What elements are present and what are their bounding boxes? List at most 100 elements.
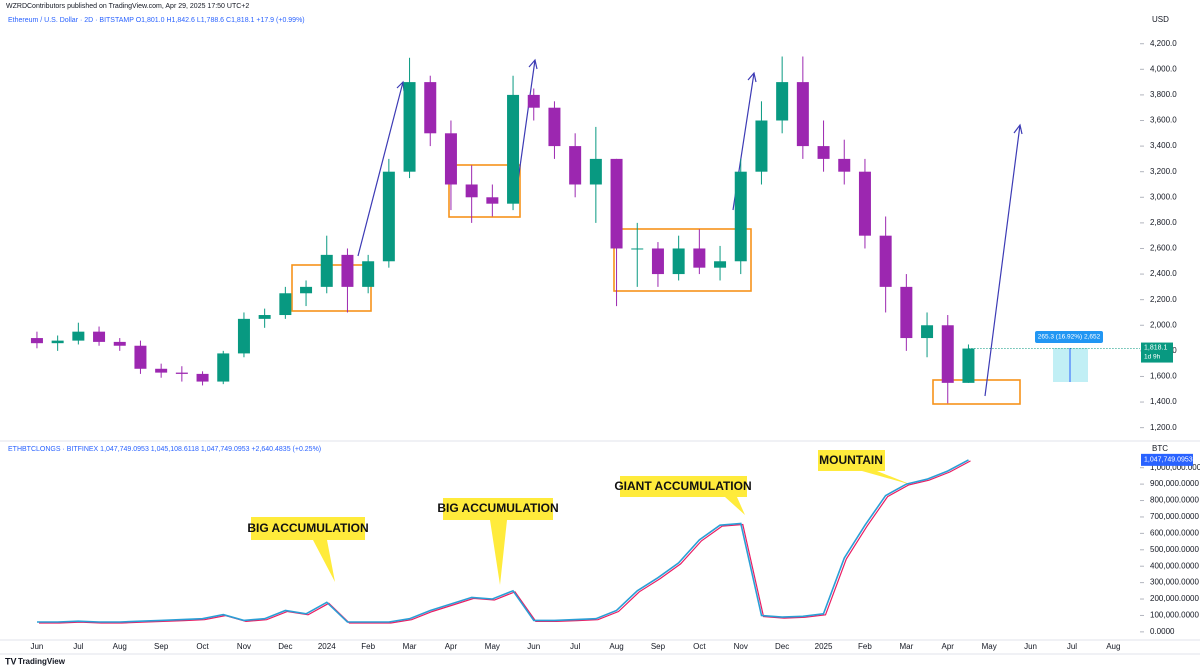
x-tick-label: Aug: [1106, 642, 1120, 651]
x-tick-label: Mar: [403, 642, 417, 651]
arrow: [357, 80, 405, 257]
candle-body: [465, 184, 478, 198]
y-tick-label: 300,000.0000: [1150, 578, 1199, 587]
x-tick-label: Jul: [1067, 642, 1077, 651]
y-tick-label: 1,600.0: [1150, 372, 1177, 381]
callouts: BIG ACCUMULATION BIG ACCUMULATION GIANT …: [247, 450, 912, 585]
callout: [443, 498, 553, 585]
x-tick-label: Sep: [651, 642, 666, 651]
candle-body: [134, 345, 147, 369]
x-tick-label: Jul: [570, 642, 580, 651]
callout: [818, 450, 912, 485]
x-tick-label: Feb: [858, 642, 872, 651]
candle-body: [237, 318, 250, 354]
candle-body: [320, 254, 333, 287]
candle-body: [962, 348, 975, 383]
candle-body: [879, 235, 892, 287]
y-tick-label: 0.0000: [1150, 627, 1175, 636]
candle-body: [444, 133, 457, 185]
box: [932, 379, 1021, 405]
candle-body: [175, 372, 188, 374]
x-tick-label: Apr: [445, 642, 458, 651]
y-tick-label: 2,800.0: [1150, 218, 1177, 227]
box: [448, 164, 521, 218]
candle-body: [113, 341, 126, 346]
box: [613, 228, 752, 292]
candle-body: [941, 325, 954, 383]
candle-body: [217, 353, 230, 382]
candle-body: [817, 146, 830, 159]
candle-body: [279, 293, 292, 316]
candle-body: [196, 373, 209, 382]
candle-body: [589, 158, 602, 185]
y-tick-label: 3,800.0: [1150, 90, 1177, 99]
y-tick-label: 600,000.0000: [1150, 528, 1199, 537]
price-badge: [1141, 453, 1193, 466]
candle-body: [900, 286, 913, 339]
x-tick-label: Apr: [942, 642, 955, 651]
y-tick-label: 1,200.0: [1150, 423, 1177, 432]
candle-body: [569, 146, 582, 185]
x-tick-label: Aug: [609, 642, 623, 651]
callout: [251, 517, 365, 582]
x-tick-label: May: [485, 642, 500, 651]
candle-body: [734, 171, 747, 262]
candle-body: [258, 315, 271, 319]
candle-body: [424, 82, 437, 134]
chart-title: Ethereum / U.S. Dollar · 2D · BITSTAMP O…: [8, 17, 305, 24]
candle-body: [548, 107, 561, 147]
candle-body: [403, 82, 416, 172]
candle-body: [631, 248, 644, 250]
publisher: WZRDContributors published on TradingVie…: [6, 3, 249, 10]
y-tick-label: 100,000.0000: [1150, 611, 1199, 620]
y-tick-label: 3,600.0: [1150, 116, 1177, 125]
annotation: BIG ACCUMULATION: [247, 521, 368, 535]
y-tick-label: 500,000.0000: [1150, 545, 1199, 554]
x-tick-label: Sep: [154, 642, 169, 651]
x-tick-label: Dec: [775, 642, 789, 651]
candle-body: [51, 340, 64, 344]
measure-badge: [1035, 331, 1103, 343]
candle-body: [527, 94, 540, 108]
x-tick-label: Oct: [196, 642, 209, 651]
candle-body: [714, 261, 727, 268]
candle-body: [755, 120, 768, 172]
candle-body: [362, 261, 375, 287]
x-tick-label: Jun: [30, 642, 43, 651]
y-tick-label: 2,600.0: [1150, 244, 1177, 253]
annotation: GIANT ACCUMULATION: [614, 479, 751, 493]
y-tick-label: 2,200.0: [1150, 295, 1177, 304]
y-tick-label: 800,000.0000: [1150, 496, 1199, 505]
candle-body: [486, 197, 499, 204]
axis-label: BTC: [1152, 444, 1168, 453]
candle-body: [382, 171, 395, 262]
y-tick-label: 200,000.0000: [1150, 594, 1199, 603]
y-tick-label: 3,000.0: [1150, 192, 1177, 201]
y-tick-label: 2,400.0: [1150, 269, 1177, 278]
indicator-shadow: [39, 460, 971, 624]
x-tick-label: Nov: [237, 642, 251, 651]
candle-body: [651, 248, 664, 275]
arrows: [357, 58, 1023, 397]
candle-body: [610, 158, 623, 249]
candle-body: [921, 325, 934, 339]
candle-body: [300, 286, 313, 294]
arrow: [984, 123, 1023, 397]
arrow: [516, 58, 538, 189]
x-tick-label: Jun: [1024, 642, 1037, 651]
annotation: MOUNTAIN: [819, 453, 883, 467]
accumulation-boxes: [291, 164, 1021, 405]
indicator-line: [37, 459, 969, 623]
candle-body: [30, 338, 43, 344]
countdown-label: 1d 9h: [1144, 353, 1161, 360]
y-tick-label: 4,000.0: [1150, 64, 1177, 73]
x-tick-label: Dec: [278, 642, 292, 651]
brand: TradingView: [18, 657, 66, 666]
candle-body: [796, 82, 809, 147]
x-tick-label: Jun: [527, 642, 540, 651]
x-tick-label: Feb: [361, 642, 375, 651]
axis-label: USD: [1152, 15, 1169, 24]
price-badge: [1141, 342, 1173, 363]
